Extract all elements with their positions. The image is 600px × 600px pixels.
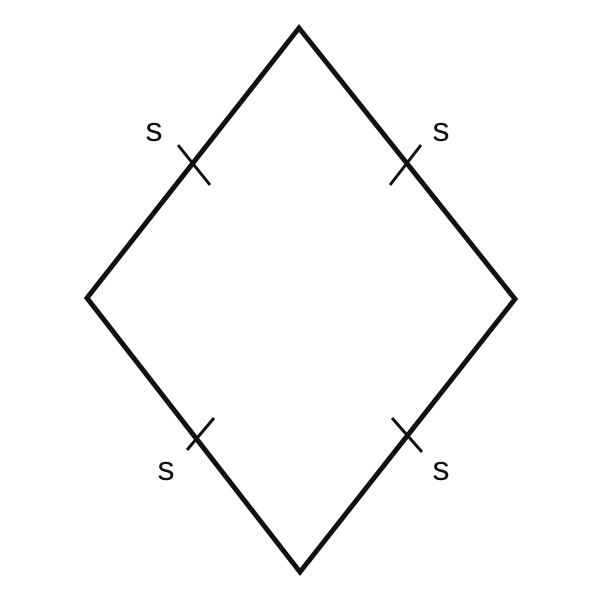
side-label-upper-left: s — [146, 111, 163, 149]
side-label-lower-right: s — [433, 450, 450, 488]
side-label-upper-right: s — [433, 111, 450, 149]
tick-mark-lower-left — [185, 417, 216, 451]
tick-mark-upper-left — [176, 144, 212, 186]
tick-mark-upper-right — [388, 144, 423, 186]
side-label-lower-left: s — [158, 450, 175, 488]
rhombus-outline — [83, 23, 519, 577]
tick-mark-lower-right — [390, 417, 424, 453]
